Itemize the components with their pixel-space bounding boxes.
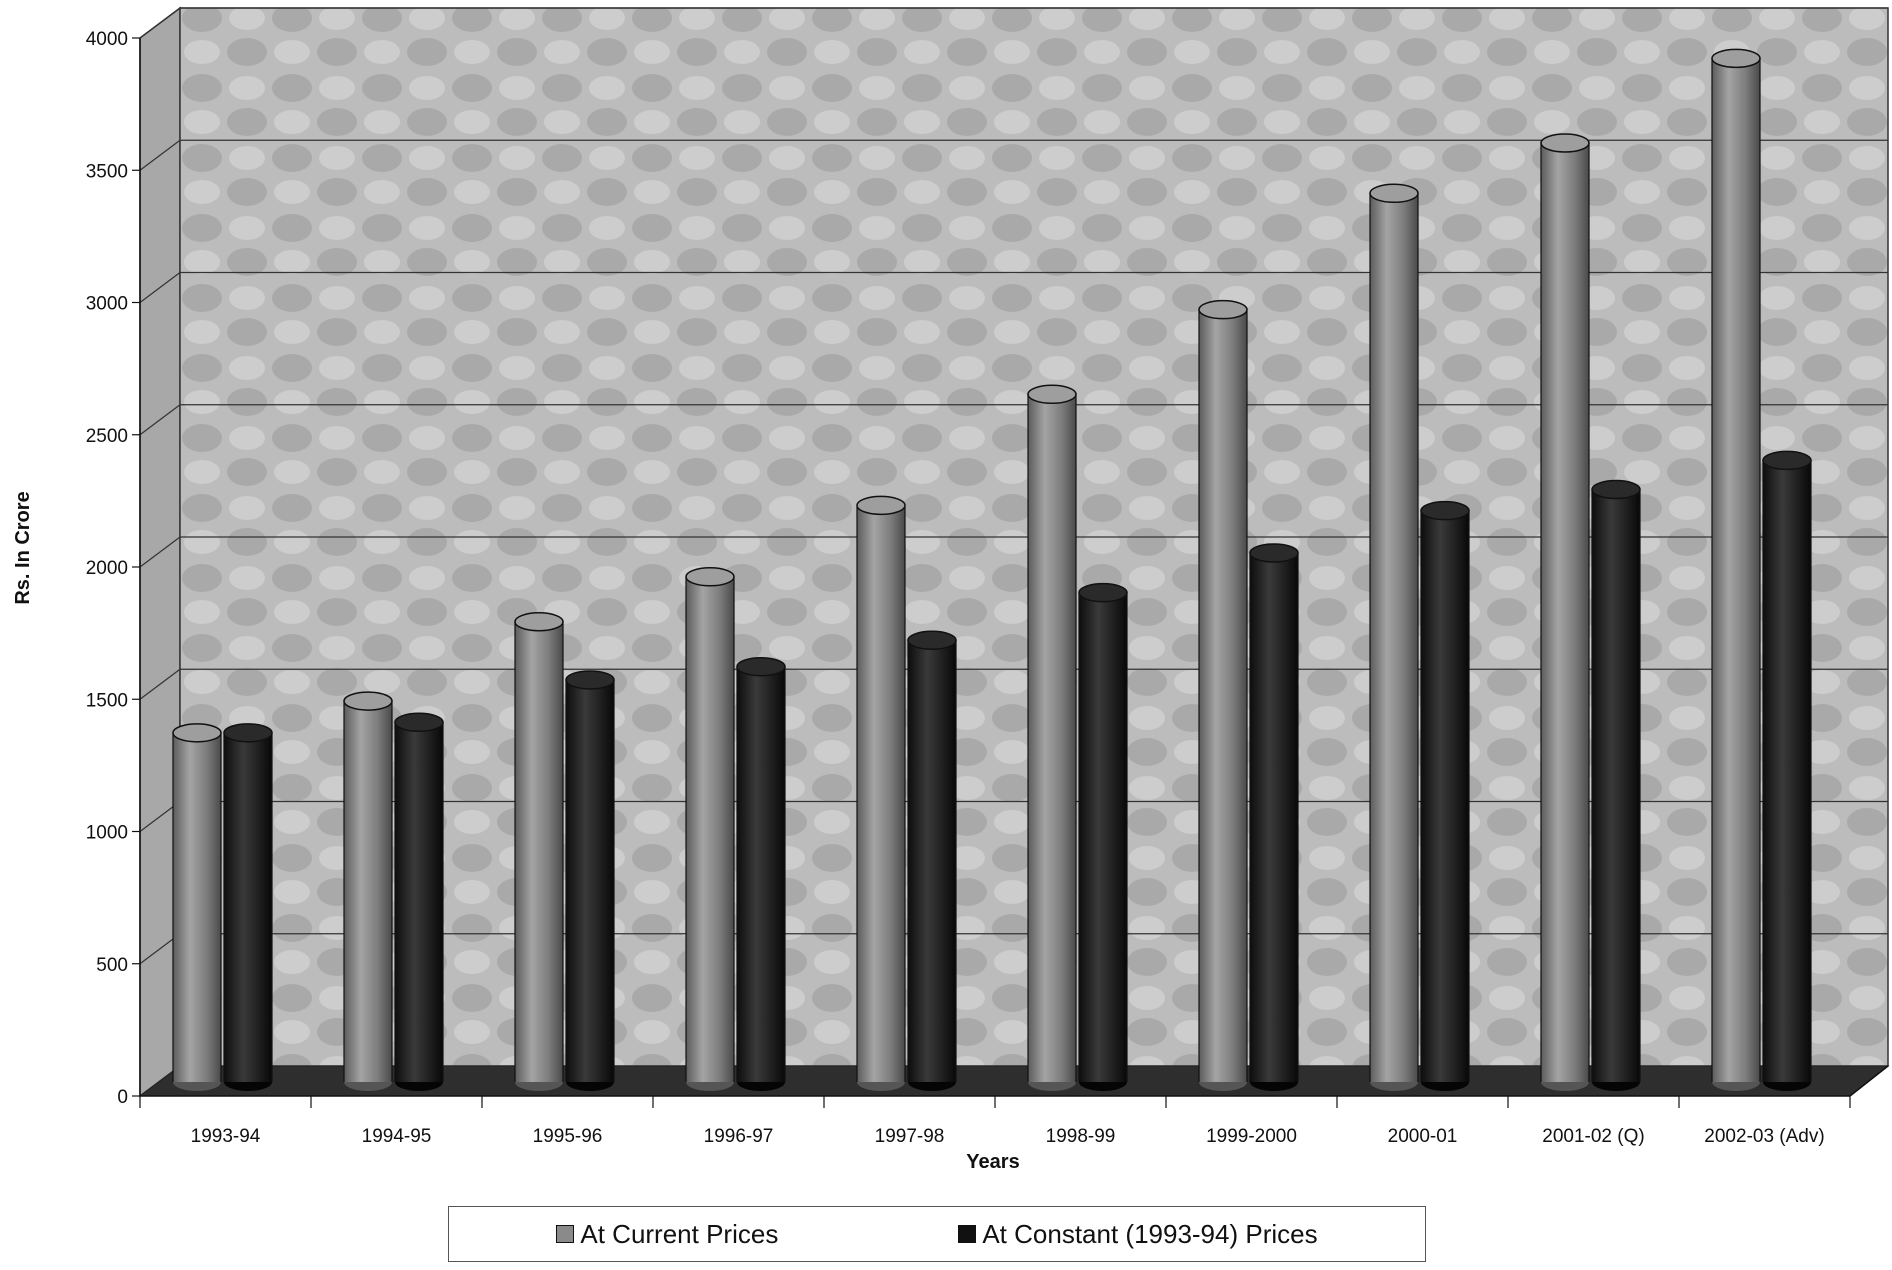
legend-swatch-constant [958, 1225, 977, 1243]
legend-label-current: At Current Prices [580, 1218, 779, 1249]
x-tick-label: 1995-96 [533, 1126, 603, 1147]
x-tick-label: 1993-94 [191, 1126, 261, 1147]
bar-top [1198, 299, 1248, 320]
bar-body [857, 505, 905, 1082]
gridline-side [139, 139, 181, 171]
legend-label-constant: At Constant (1993-94) Prices [982, 1218, 1318, 1249]
bar-top [1078, 582, 1128, 603]
bar-constant [907, 630, 957, 1091]
legend-item-current: At Current Prices [556, 1219, 778, 1250]
bar-top [1591, 479, 1641, 500]
gridline-side [139, 7, 181, 39]
bar-top [685, 567, 735, 587]
bar-body [224, 732, 272, 1082]
bar-body [737, 666, 785, 1082]
x-tick-label: 1997-98 [875, 1126, 945, 1147]
x-axis-depth-line [1849, 1065, 1889, 1097]
bar-top [1249, 543, 1299, 563]
bar-top [1369, 183, 1419, 204]
bar-constant [394, 712, 444, 1091]
bar-constant [1591, 479, 1641, 1091]
bar-constant [1762, 450, 1812, 1091]
bar-top [343, 691, 393, 711]
bar-constant [1420, 500, 1470, 1091]
bar-top [736, 656, 786, 677]
x-axis: 1993-94 1994-95 1995-96 1996-97 1997-98 1998-… [139, 1065, 1889, 1147]
bar-top [1540, 133, 1590, 153]
bar-constant [1078, 582, 1128, 1091]
bar-current [856, 495, 906, 1091]
y-tick-label: 2500 [86, 426, 128, 447]
bar-body [173, 732, 221, 1082]
y-tick-label: 3000 [86, 294, 128, 315]
bar-body [1421, 510, 1469, 1082]
y-tick-label: 2000 [86, 558, 128, 579]
bars [172, 48, 1812, 1091]
x-tick-label: 2001-02 (Q) [1542, 1126, 1644, 1147]
x-axis-title: Years [966, 1151, 1019, 1173]
bar-current [1711, 48, 1761, 1091]
gridline-side [139, 536, 181, 568]
bar-top [1762, 450, 1812, 471]
y-axis: 0 500 1000 1500 2000 2500 3000 3500 4000 [86, 29, 141, 1108]
bar-current [514, 612, 564, 1091]
bar-top [514, 612, 564, 632]
x-tick-label: 2002-03 (Adv) [1704, 1126, 1824, 1147]
gridline-side [139, 668, 181, 700]
bar-current [172, 723, 222, 1091]
bar-body [1370, 193, 1418, 1082]
bar-top [223, 723, 273, 743]
bar-body [1592, 489, 1640, 1082]
bar-top [1711, 48, 1761, 69]
bar-current [1198, 299, 1248, 1091]
bar-top [1027, 384, 1077, 405]
bar-body [908, 640, 956, 1082]
bar-top [172, 723, 222, 743]
bar-top [1420, 500, 1470, 521]
bar-body [344, 701, 392, 1082]
x-tick-label: 1999-2000 [1206, 1126, 1297, 1147]
legend: At Current Prices At Constant (1993-94) … [448, 1206, 1426, 1262]
bar-body [686, 576, 734, 1082]
bar-body [515, 621, 563, 1082]
y-tick-label: 4000 [86, 29, 128, 50]
bar-current [685, 567, 735, 1091]
bar-current [1369, 183, 1419, 1091]
bar-top [394, 712, 444, 733]
bar-body [395, 722, 443, 1082]
bar-top [856, 495, 906, 516]
y-axis-title: Rs. In Crore [12, 491, 34, 604]
bar-body [1250, 553, 1298, 1082]
legend-swatch-current [556, 1225, 575, 1243]
x-tick-label: 1994-95 [362, 1126, 432, 1147]
bar-current [1027, 384, 1077, 1091]
y-tick-label: 1500 [86, 690, 128, 711]
x-tick-label: 1998-99 [1046, 1126, 1116, 1147]
bar-body [1541, 143, 1589, 1082]
bar-body [1199, 309, 1247, 1082]
bar-body [566, 679, 614, 1082]
bar-top [565, 670, 615, 690]
y-tick-label: 0 [117, 1087, 128, 1108]
x-tick-label: 2000-01 [1388, 1126, 1458, 1147]
bar-constant [1249, 543, 1299, 1091]
gridline-side [139, 272, 181, 303]
bar-body [1079, 592, 1127, 1082]
bar-body [1763, 460, 1811, 1082]
bar-body [1712, 58, 1760, 1082]
bar-current [1540, 133, 1590, 1091]
x-tick-label: 1996-97 [704, 1126, 774, 1147]
bar-constant [736, 656, 786, 1091]
y-tick-label: 500 [96, 955, 128, 976]
y-tick-label: 1000 [86, 823, 128, 844]
y-tick-label: 3500 [86, 161, 128, 182]
bar-constant [565, 670, 615, 1091]
bar-constant [223, 723, 273, 1091]
gridline-side [139, 404, 181, 436]
legend-item-constant: At Constant (1993-94) Prices [958, 1218, 1318, 1250]
bar-top [907, 630, 957, 651]
bar-body [1028, 394, 1076, 1082]
bar-current [343, 691, 393, 1091]
